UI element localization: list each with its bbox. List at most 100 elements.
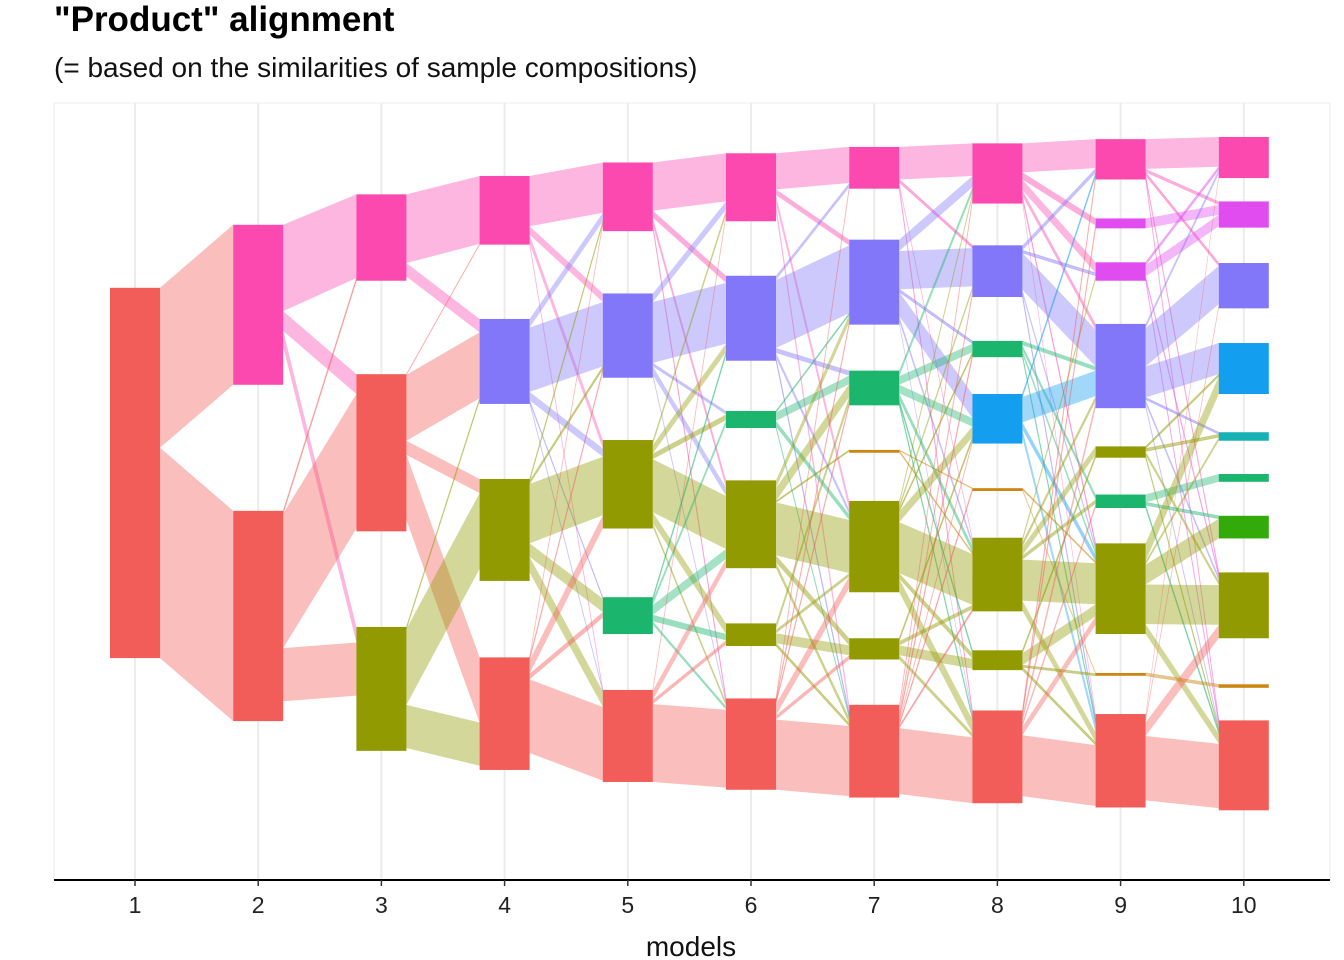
flow-m8_blue-to-m9_red — [1022, 429, 1096, 733]
stratum-m7_violet — [849, 239, 900, 325]
flow-m5_olive-to-m6_violet — [652, 343, 726, 454]
flow-m3_red-to-m4_violet — [406, 332, 480, 441]
flow-m4_violet-to-m5_violet — [529, 301, 603, 392]
flow-m7_violet-to-m8_olive — [899, 316, 973, 547]
stratum-m2_red — [233, 510, 284, 722]
flow-m3_pink-to-m4_pink — [406, 175, 480, 264]
stratum-m5_violet — [602, 293, 653, 378]
stratum-m8_red — [972, 710, 1023, 804]
stratum-boxes — [110, 137, 1269, 811]
flow-m9_pink-to-m10_magenta — [1145, 168, 1219, 205]
stratum-m6_olive — [726, 480, 776, 569]
flow-m8_pink-to-m9_violet — [1022, 190, 1096, 330]
x-tick-label-10: 10 — [1231, 892, 1257, 918]
flow-m5_green-to-m6_olive — [652, 549, 726, 615]
flow-m6_olive-to-m7_violet — [776, 314, 850, 489]
flow-m5_green-to-m6_red — [652, 621, 726, 710]
x-tick-label-8: 8 — [991, 892, 1004, 918]
flow-m4_pink-to-m5_pink — [529, 162, 603, 227]
stratum-m7_pink — [849, 146, 900, 189]
flow-m9_green-to-m10_green — [1145, 474, 1219, 503]
flow-m8_pink-to-m9_pink — [1022, 139, 1096, 173]
flow-m7_violet-to-m8_violet — [899, 248, 973, 290]
flow-m5_olive-to-m6_olive_b — [652, 512, 726, 635]
flow-m5_red-to-m6_red — [652, 704, 726, 788]
flow-m8_olive-to-m9_olive_b — [1022, 559, 1096, 605]
flow-m1_red-to-m2_pink — [160, 224, 234, 448]
flow-m8_olive-to-m9_red — [1022, 600, 1096, 743]
flow-m9_violet-to-m10_violet — [1145, 265, 1219, 367]
stratum-m6_pink — [726, 153, 776, 222]
stratum-m5_olive — [602, 440, 653, 529]
flow-m9_violet-to-m10_pink — [1145, 169, 1219, 329]
flow-m9_magenta_b-to-m10_magenta — [1145, 214, 1219, 277]
flow-m6_pink-to-m7_pink — [776, 146, 850, 190]
flow-m9_red-to-m10_olive — [1145, 624, 1219, 736]
x-tick-label-3: 3 — [375, 892, 388, 918]
stratum-m8_olive — [972, 537, 1023, 612]
stratum-m10_green — [1218, 474, 1269, 482]
stratum-m4_violet — [479, 318, 530, 404]
flow-m7_olive_b-to-m8_olive_b — [899, 645, 973, 669]
flow-m5_violet-to-m6_olive — [652, 366, 726, 496]
flow-m8_olive-to-m9_olive — [1022, 446, 1096, 556]
x-axis-ticks: 1 2 3 4 5 6 7 8 9 10 — [129, 880, 1257, 918]
flow-m3_pink-to-m4_violet — [406, 263, 480, 333]
flow-m4_red-to-m5_green — [529, 612, 603, 680]
stratum-m9_red — [1095, 714, 1146, 808]
stratum-m9_pink — [1095, 139, 1146, 180]
stratum-m3_red — [356, 374, 407, 532]
chart-title: "Product" alignment — [54, 0, 395, 39]
flow-m7_violet-to-m8_red — [899, 321, 973, 717]
flow-m2_red-to-m3_olive — [283, 642, 357, 702]
flow-m6_violet-to-m7_violet — [776, 245, 850, 348]
flow-m6_olive_b-to-m7_olive_b — [776, 633, 850, 656]
flow-m7_red-to-m8_pink — [899, 197, 973, 712]
flow-m8_green-to-m9_green — [1022, 345, 1096, 500]
stratum-m9_magenta — [1095, 218, 1146, 229]
flow-m5_olive-to-m6_olive — [652, 459, 726, 550]
flow-m7_pink-to-m8_olive — [899, 182, 973, 542]
flow-m5_pink-to-m6_pink — [652, 153, 726, 211]
flow-m2_pink-to-m3_pink — [283, 194, 357, 312]
flow-m4_olive-to-m5_red — [529, 556, 603, 707]
flow-m7_olive-to-m8_violet — [899, 286, 973, 510]
flow-m8_blue-to-m9_violet — [1022, 370, 1096, 423]
flow-m9_red-to-m10_violet — [1145, 304, 1219, 723]
flow-m6_red-to-m7_olive_b — [776, 655, 850, 720]
stratum-m7_olive — [849, 500, 900, 593]
flow-m4_pink-to-m5_olive — [529, 234, 603, 449]
flow-m7_green-to-m8_green — [899, 343, 973, 385]
flow-m8_violet-to-m9_pink — [1022, 168, 1096, 251]
stratum-m10_orange — [1218, 684, 1269, 688]
flow-m9_violet-to-m10_blue — [1145, 343, 1219, 398]
stratum-m9_olive — [1095, 446, 1146, 458]
flow-m8_red-to-m9_olive_b — [1022, 616, 1096, 736]
flow-m4_olive-to-m5_green — [529, 543, 603, 613]
stratum-m9_magenta_b — [1095, 262, 1146, 281]
stratum-m9_green — [1095, 494, 1146, 508]
stratum-m4_olive — [479, 478, 530, 581]
flow-m6_violet-to-m7_green — [776, 347, 850, 376]
stratum-m8_orange — [972, 488, 1023, 491]
flow-m6_olive-to-m7_red — [776, 562, 850, 724]
x-axis-title: models — [646, 931, 736, 960]
flow-m5_violet-to-m6_pink — [652, 201, 726, 302]
stratum-m9_orange — [1095, 672, 1146, 676]
flow-m6_red-to-m7_olive — [776, 576, 850, 716]
flow-m2_pink-to-m3_olive — [283, 330, 357, 643]
x-tick-label-1: 1 — [129, 892, 142, 918]
flow-m7_olive-to-m8_pink — [899, 192, 973, 506]
flow-m8_red-to-m9_violet — [1022, 401, 1096, 723]
stratum-m9_violet — [1095, 323, 1146, 409]
flow-m6_violet-to-m7_olive — [776, 352, 850, 515]
flow-m7_red-to-m8_blue — [899, 440, 973, 724]
flow-m6_green-to-m7_olive — [776, 420, 850, 521]
flow-m3_red-to-m4_olive — [406, 440, 480, 494]
x-tick-label-5: 5 — [621, 892, 634, 918]
stratum-m3_olive — [356, 626, 407, 751]
flow-m9_red-to-m10_pink — [1145, 173, 1219, 719]
flow-m6_olive_b-to-m7_olive — [776, 573, 850, 634]
stratum-m10_olive — [1218, 572, 1269, 639]
flow-m8_pink-to-m9_magenta — [1022, 172, 1096, 226]
